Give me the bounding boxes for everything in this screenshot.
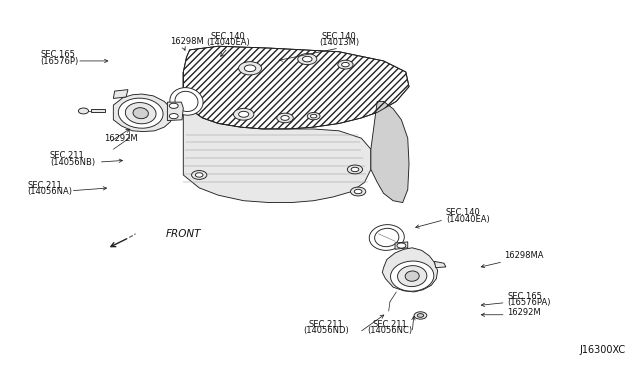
Circle shape — [351, 187, 366, 196]
Text: (14040EA): (14040EA) — [206, 38, 250, 47]
Text: 16292M: 16292M — [104, 134, 138, 142]
Polygon shape — [168, 102, 183, 121]
Text: SEC.165: SEC.165 — [40, 50, 75, 59]
Ellipse shape — [125, 103, 156, 124]
Circle shape — [191, 170, 207, 179]
Text: (14056ND): (14056ND) — [303, 326, 349, 335]
Circle shape — [239, 111, 249, 117]
Text: (14056NC): (14056NC) — [367, 326, 413, 335]
Polygon shape — [395, 242, 408, 249]
Polygon shape — [91, 109, 105, 112]
Polygon shape — [113, 94, 173, 132]
Text: (16576P): (16576P) — [40, 57, 79, 66]
Circle shape — [348, 165, 363, 174]
Circle shape — [170, 113, 178, 119]
Circle shape — [351, 167, 359, 171]
Text: (14040EA): (14040EA) — [446, 215, 490, 224]
Circle shape — [234, 108, 254, 120]
Text: SEC.211: SEC.211 — [50, 151, 84, 160]
Circle shape — [298, 54, 317, 65]
Ellipse shape — [118, 98, 163, 128]
Polygon shape — [183, 72, 371, 202]
Circle shape — [281, 116, 289, 120]
Text: SEC.140: SEC.140 — [446, 208, 481, 217]
Circle shape — [276, 113, 293, 123]
Polygon shape — [371, 102, 409, 202]
Text: (14056NA): (14056NA) — [28, 187, 72, 196]
Ellipse shape — [405, 271, 419, 281]
Text: SEC.165: SEC.165 — [508, 292, 543, 301]
Circle shape — [170, 103, 178, 108]
Circle shape — [355, 189, 362, 194]
Circle shape — [397, 243, 406, 248]
Ellipse shape — [397, 266, 427, 286]
Polygon shape — [113, 90, 128, 99]
Circle shape — [78, 108, 88, 114]
Ellipse shape — [133, 108, 148, 119]
Circle shape — [307, 112, 320, 120]
Circle shape — [338, 60, 353, 69]
Circle shape — [310, 114, 317, 118]
Circle shape — [342, 62, 349, 67]
Ellipse shape — [369, 225, 404, 250]
Text: SEC.140: SEC.140 — [211, 32, 245, 41]
Text: (16576PA): (16576PA) — [508, 298, 551, 307]
Text: FRONT: FRONT — [166, 229, 202, 239]
Text: 16298MA: 16298MA — [504, 251, 544, 260]
Text: SEC.211: SEC.211 — [372, 320, 407, 329]
Text: (14056NB): (14056NB) — [50, 158, 95, 167]
Text: SEC.211: SEC.211 — [28, 181, 62, 190]
Text: SEC.140: SEC.140 — [322, 32, 356, 41]
Polygon shape — [382, 248, 438, 292]
Text: J16300XC: J16300XC — [579, 345, 625, 355]
Text: (14013M): (14013M) — [319, 38, 359, 47]
Circle shape — [303, 56, 312, 62]
Text: 16292M: 16292M — [508, 308, 541, 317]
Ellipse shape — [390, 261, 434, 291]
Text: SEC.211: SEC.211 — [309, 320, 344, 329]
Circle shape — [417, 314, 424, 317]
Circle shape — [244, 65, 256, 71]
Circle shape — [195, 173, 203, 177]
Circle shape — [414, 312, 427, 319]
Ellipse shape — [170, 88, 203, 115]
Circle shape — [239, 62, 262, 75]
Polygon shape — [183, 46, 409, 129]
Polygon shape — [435, 262, 446, 268]
Text: 16298M: 16298M — [170, 37, 204, 46]
